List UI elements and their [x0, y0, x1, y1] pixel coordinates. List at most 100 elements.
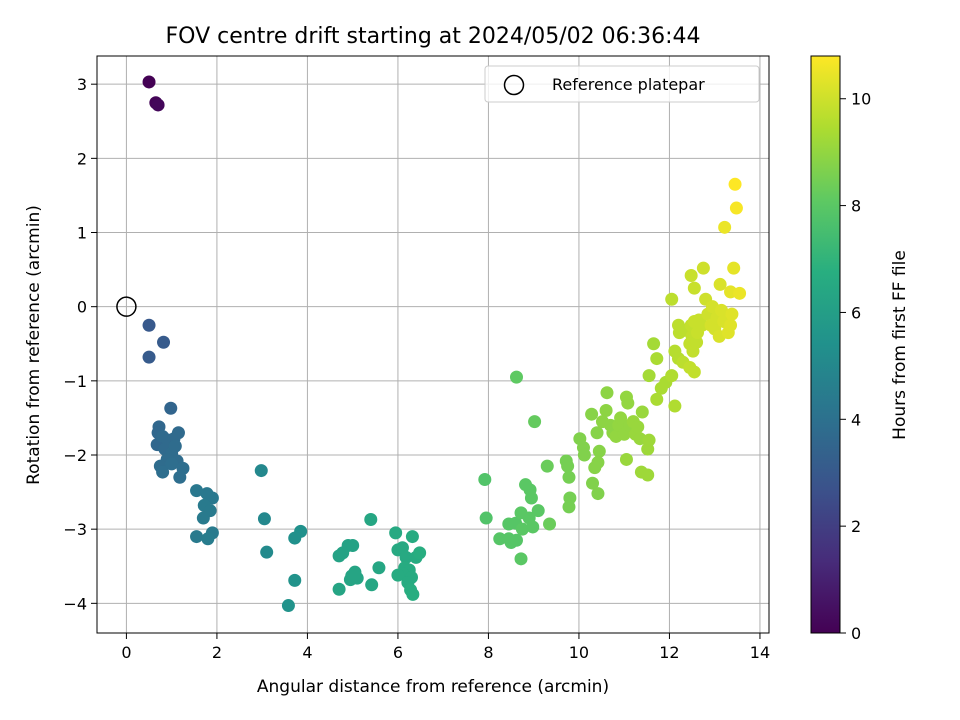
data-point — [619, 452, 633, 466]
data-point — [142, 350, 156, 364]
data-point — [724, 318, 738, 332]
data-point — [165, 457, 179, 471]
x-tick-label: 12 — [659, 643, 679, 662]
data-point — [389, 526, 403, 540]
data-point — [642, 369, 656, 383]
legend: Reference platepar — [484, 65, 760, 103]
data-point — [288, 573, 302, 587]
legend-box — [484, 65, 760, 103]
data-point — [733, 286, 747, 300]
y-axis-ticks: −4 −3 −2 −1 0 1 2 3 — [63, 75, 97, 613]
data-point — [406, 587, 420, 601]
data-point — [515, 522, 529, 536]
data-point — [254, 464, 268, 478]
colorbar-tick-label: 6 — [851, 303, 861, 322]
data-point — [696, 261, 710, 275]
data-point — [650, 352, 664, 366]
data-point — [190, 530, 204, 544]
data-point — [171, 426, 185, 440]
data-point — [350, 571, 364, 585]
data-point — [540, 459, 554, 473]
data-point — [621, 396, 635, 410]
data-point — [600, 386, 614, 400]
data-point — [641, 468, 655, 482]
data-point — [592, 444, 606, 458]
colorbar-tick-label: 4 — [851, 410, 861, 429]
data-point — [479, 511, 493, 525]
data-point — [531, 504, 545, 518]
data-point — [509, 370, 523, 384]
data-point — [695, 318, 709, 332]
colorbar-tick-label: 0 — [851, 624, 861, 643]
grid — [97, 56, 769, 633]
data-point — [650, 392, 664, 406]
y-axis-label: Rotation from reference (arcmin) — [24, 205, 44, 485]
data-point — [526, 520, 540, 534]
y-tick-label: −3 — [63, 520, 87, 539]
reference-point-marker — [116, 296, 137, 317]
reference-marker-layer — [116, 296, 137, 317]
colorbar-tick-label: 8 — [851, 197, 861, 216]
data-point — [614, 411, 628, 425]
data-point — [577, 448, 591, 462]
y-tick-label: 1 — [77, 224, 87, 243]
data-point — [391, 568, 405, 582]
data-point — [642, 433, 656, 447]
y-tick-label: 0 — [77, 298, 87, 317]
data-point — [509, 533, 523, 547]
x-tick-label: 0 — [121, 643, 131, 662]
data-point — [562, 500, 576, 514]
y-tick-label: −1 — [63, 372, 87, 391]
data-point — [665, 292, 679, 306]
data-point — [156, 465, 170, 479]
data-point — [142, 75, 156, 89]
data-point — [729, 201, 743, 215]
data-point — [668, 399, 682, 413]
x-axis-label: Angular distance from reference (arcmin) — [257, 677, 609, 697]
x-tick-label: 6 — [393, 643, 403, 662]
data-point — [561, 459, 575, 473]
data-point — [168, 439, 182, 453]
data-point — [599, 404, 613, 418]
x-tick-label: 4 — [302, 643, 312, 662]
data-point — [687, 365, 701, 379]
data-point — [631, 420, 645, 434]
data-point — [524, 491, 538, 505]
data-point — [585, 407, 599, 421]
x-tick-label: 2 — [212, 643, 222, 662]
x-axis-ticks: 0 2 4 6 8 10 12 14 — [121, 633, 770, 662]
colorbar-tick-label: 2 — [851, 517, 861, 536]
data-point — [562, 470, 576, 484]
data-point — [725, 307, 739, 321]
data-point — [665, 369, 679, 383]
data-point — [281, 599, 295, 613]
data-point — [201, 532, 215, 546]
data-point — [591, 487, 605, 501]
data-point — [714, 303, 728, 317]
data-points — [142, 75, 747, 613]
y-tick-label: −4 — [63, 594, 87, 613]
y-tick-label: 2 — [77, 149, 87, 168]
data-point — [372, 561, 386, 575]
data-point — [332, 582, 346, 596]
data-point — [399, 550, 413, 564]
data-point — [196, 511, 210, 525]
data-point — [365, 578, 379, 592]
data-point — [684, 269, 698, 283]
colorbar-gradient — [810, 55, 841, 634]
data-point — [590, 426, 604, 440]
data-point — [157, 335, 171, 349]
data-point — [635, 405, 649, 419]
data-point — [586, 476, 600, 490]
data-point — [413, 546, 427, 560]
data-point — [164, 401, 178, 415]
colorbar: 0 2 4 6 8 10 Hours from first FF file — [810, 55, 910, 643]
x-tick-label: 8 — [483, 643, 493, 662]
data-point — [588, 461, 602, 475]
colorbar-label: Hours from first FF file — [890, 250, 910, 440]
data-point — [257, 512, 271, 526]
data-point — [142, 318, 156, 332]
plot-frame — [96, 55, 770, 634]
data-point — [728, 177, 742, 191]
